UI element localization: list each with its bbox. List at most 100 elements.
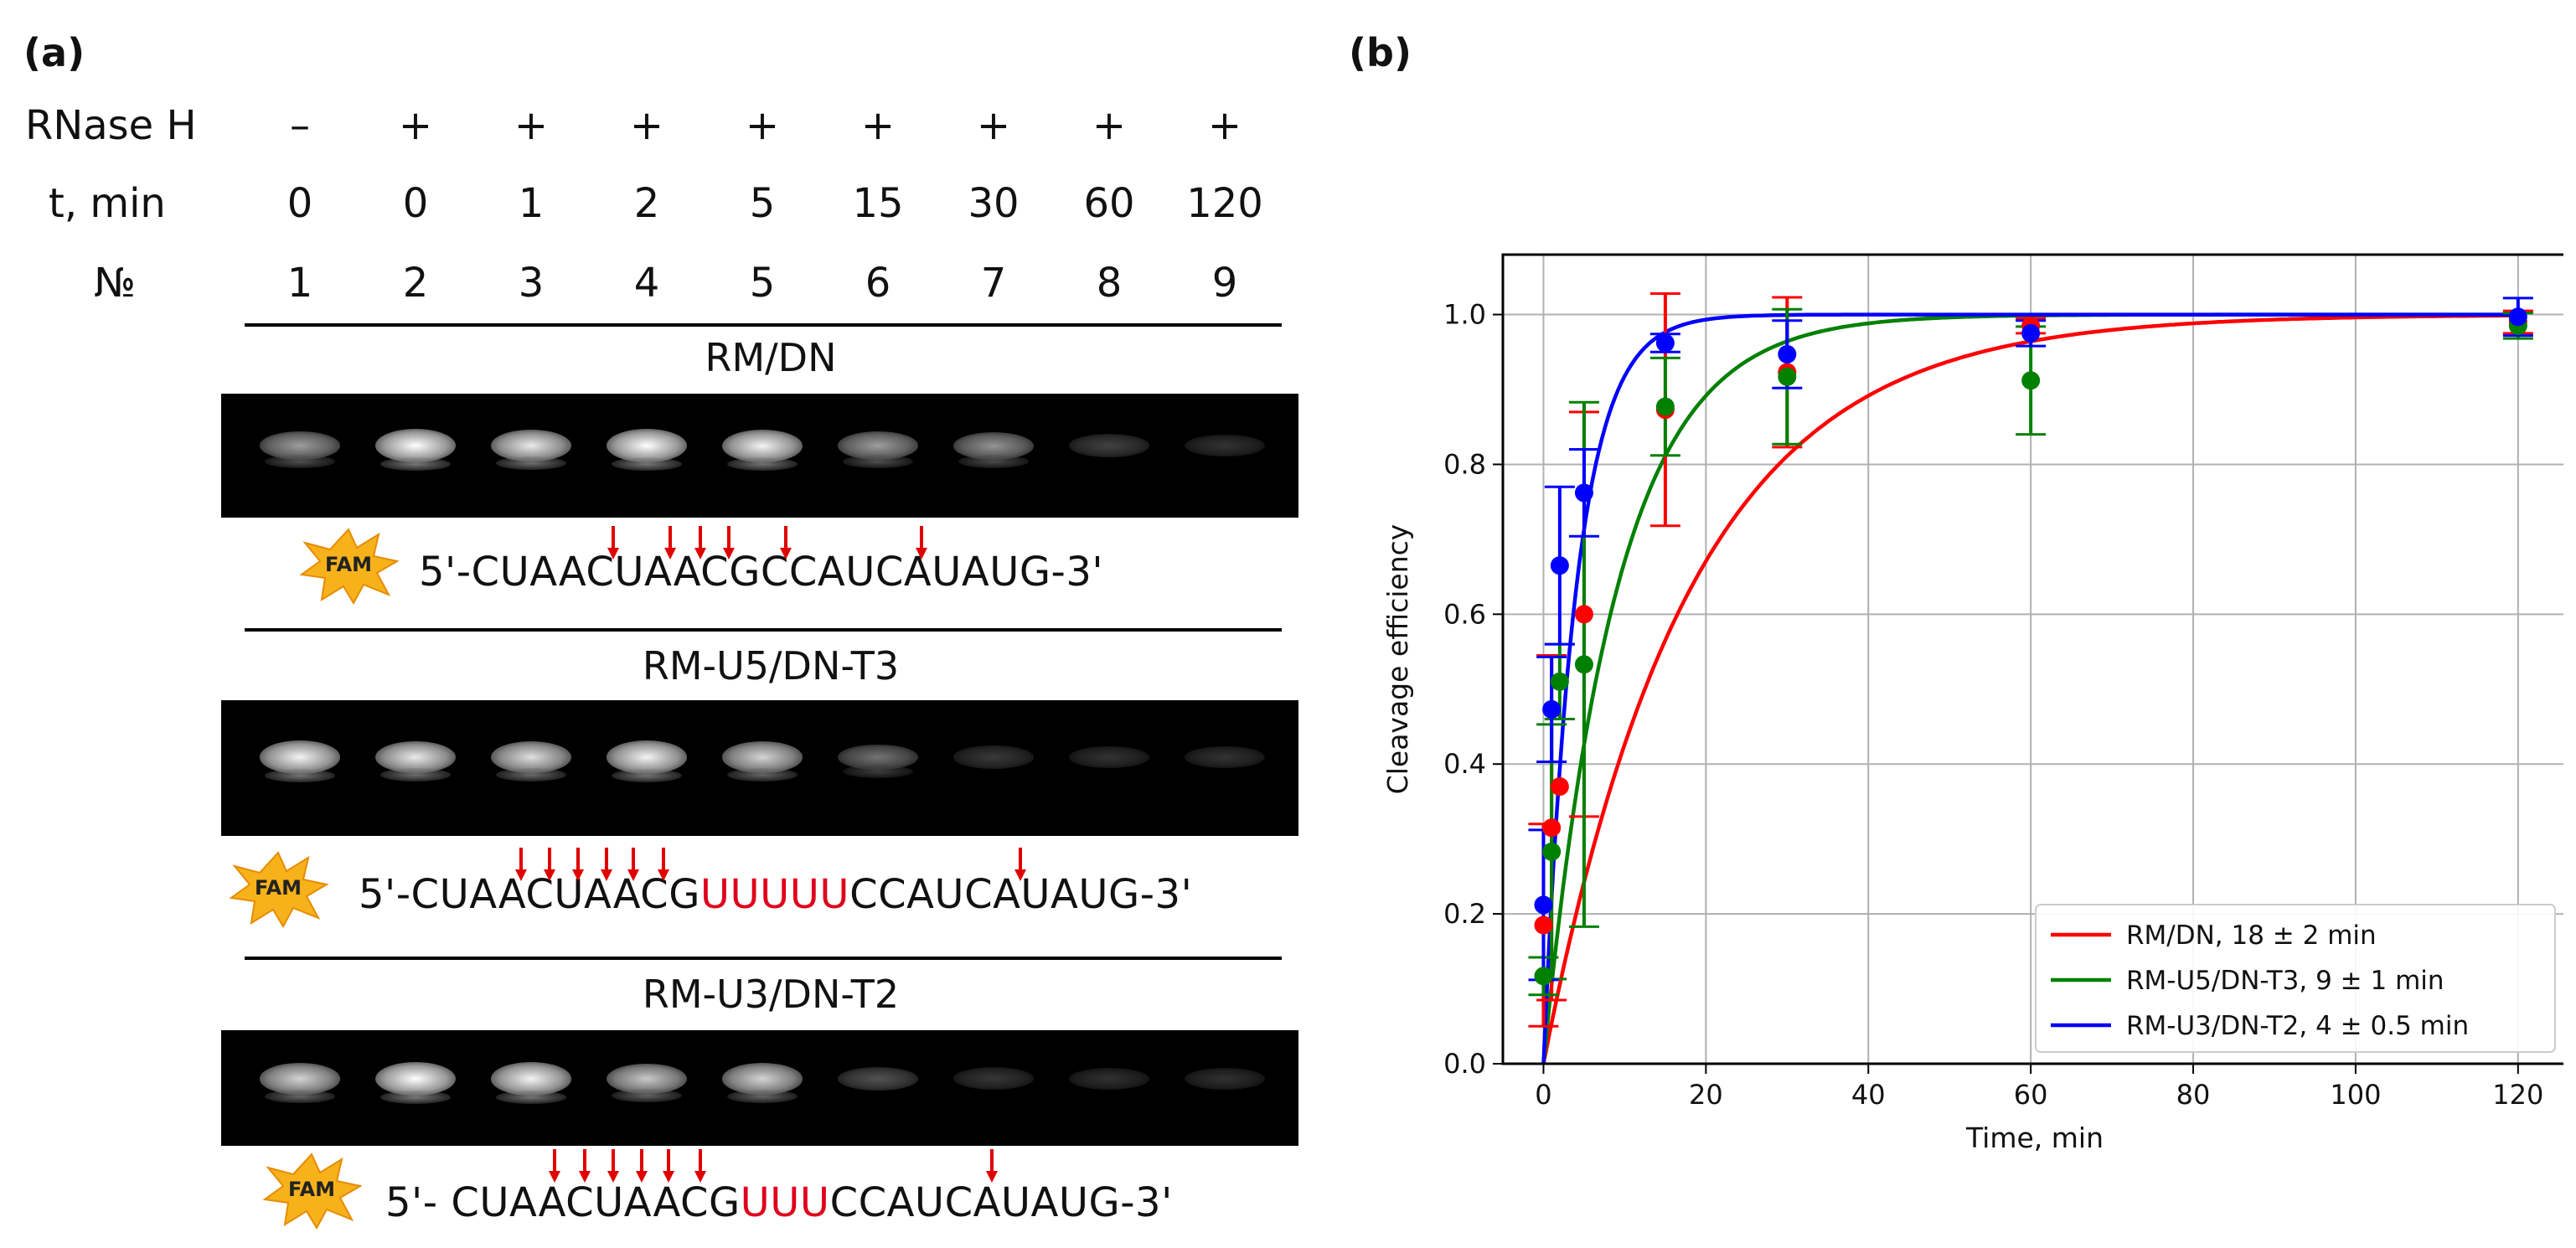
lane-number-row-label: №: [94, 260, 136, 307]
gel-band: [491, 429, 571, 462]
gel-image-rm-u5-dn-t3: [221, 700, 1298, 836]
plot-frame: [1501, 253, 2563, 1065]
lane-number: 4: [633, 260, 660, 307]
data-point: [1574, 483, 1593, 503]
gel-band: [260, 1063, 340, 1095]
data-point: [1542, 699, 1562, 719]
data-point: [1534, 895, 1553, 915]
y-tick-label: 0.6: [1443, 598, 1486, 630]
x-tick-label: 80: [2176, 1079, 2211, 1111]
gel-image-rm-dn: [221, 394, 1298, 518]
cleavage-site-arrow-icon: [627, 848, 639, 881]
cleavage-site-arrow-icon: [579, 1149, 591, 1183]
data-point: [2508, 307, 2527, 327]
data-point: [1778, 367, 1797, 386]
rnase-value: +: [629, 102, 664, 149]
gel-band: [1185, 1067, 1265, 1091]
lane-number: 7: [980, 260, 1007, 307]
gel-band: [607, 1063, 687, 1095]
cleavage-site-arrow-icon: [572, 848, 584, 881]
gel-band-lower: [496, 1090, 566, 1104]
y-tick-label: 0.8: [1443, 448, 1486, 480]
cleavage-site-arrow-icon: [607, 526, 619, 560]
legend-entry: RM-U3/DN-T2, 4 ± 0.5 min: [2126, 1011, 2469, 1041]
time-value: 30: [968, 180, 1020, 227]
cleavage-site-arrow-icon: [544, 848, 555, 881]
sequence-suffix: CCAUCAUAUG-3': [829, 1179, 1173, 1226]
cleavage-site-arrow-icon: [658, 848, 669, 881]
cleavage-site-arrow-icon: [663, 1149, 674, 1183]
gel-band: [722, 741, 803, 773]
legend-box: [2035, 904, 2556, 1053]
gel-band-lower: [496, 456, 566, 471]
construct-title: RM-U5/DN-T3: [642, 643, 900, 688]
sequence-prefix: 5'- CUAACUAACG: [385, 1179, 741, 1226]
x-axis-label: Time, min: [1965, 1122, 2104, 1154]
data-point: [1550, 672, 1569, 691]
rnase-value: +: [860, 102, 896, 149]
rnase-value: +: [1207, 102, 1242, 149]
divider-rule: [245, 628, 1282, 632]
gel-band-lower: [265, 455, 335, 468]
sequence-rm-u3-dn-t2: 5'- CUAACUAACGUUUCCAUCAUAUG-3': [385, 1179, 1173, 1226]
gel-band: [838, 1066, 918, 1091]
lane-number: 2: [402, 260, 429, 307]
data-point: [1542, 842, 1562, 861]
data-point: [1542, 818, 1562, 838]
sequence-highlight: UUUUU: [699, 871, 850, 918]
y-tick-label: 0.4: [1443, 748, 1486, 780]
rnase-value: +: [745, 102, 780, 149]
gel-band-lower: [380, 457, 451, 472]
lane-number: 9: [1211, 260, 1238, 307]
gel-band-lower: [843, 455, 913, 468]
y-tick-label: 0.0: [1443, 1048, 1486, 1080]
cleavage-site-arrow-icon: [1014, 848, 1026, 881]
gel-band-lower: [380, 768, 451, 782]
rnase-value: +: [1092, 102, 1127, 149]
rnase-row-label: RNase H: [25, 102, 197, 149]
data-point: [1534, 967, 1553, 986]
gel-band: [260, 740, 340, 774]
x-tick-label: 120: [2492, 1079, 2543, 1111]
gel-band: [607, 429, 687, 463]
data-point: [1655, 397, 1675, 416]
gel-band: [607, 740, 687, 774]
gel-band-lower: [612, 457, 682, 472]
gel-band-lower: [727, 767, 798, 781]
cleavage-site-arrow-icon: [601, 848, 612, 881]
gel-band: [491, 1062, 571, 1096]
gel-band-lower: [265, 768, 335, 782]
gel-band: [1069, 434, 1149, 457]
fam-text: FAM: [324, 553, 373, 576]
sequence-prefix: 5'-CUAACUAACGCCAUCAUAUG-3': [419, 549, 1104, 596]
gel-band-lower: [958, 454, 1029, 468]
sequence-rm-u5-dn-t3: 5'-CUAACUAACGUUUUUCCAUCAUAUG-3': [359, 871, 1192, 918]
fam-text: FAM: [287, 1178, 336, 1201]
rnase-value: +: [514, 102, 549, 149]
gel-band-lower: [380, 1090, 451, 1104]
y-tick-label: 1.0: [1443, 299, 1486, 331]
gel-band: [491, 741, 571, 773]
time-value: 15: [852, 180, 904, 227]
gel-band: [1069, 1067, 1149, 1091]
lane-number: 1: [287, 260, 313, 307]
gel-band: [953, 1067, 1034, 1091]
gel-band-lower: [496, 767, 566, 781]
sequence-rm-dn: 5'-CUAACUAACGCCAUCAUAUG-3': [419, 549, 1103, 596]
time-value: 1: [518, 180, 545, 227]
panel-a-letter: (a): [23, 30, 85, 75]
gel-band-lower: [843, 765, 913, 779]
gel-band: [1069, 745, 1149, 769]
gel-band: [375, 740, 456, 774]
cleavage-site-arrow-icon: [636, 1149, 648, 1183]
gel-band: [1185, 434, 1265, 457]
x-tick-label: 0: [1535, 1079, 1551, 1111]
gel-band: [722, 1063, 803, 1095]
legend-entry: RM-U5/DN-T3, 9 ± 1 min: [2126, 966, 2444, 996]
legend-entry: RM/DN, 18 ± 2 min: [2126, 921, 2377, 951]
time-row-label: t, min: [49, 180, 166, 227]
lane-number: 5: [749, 260, 776, 307]
data-point: [1574, 605, 1593, 624]
cleavage-site-arrow-icon: [780, 526, 792, 560]
gel-band-lower: [612, 768, 682, 782]
